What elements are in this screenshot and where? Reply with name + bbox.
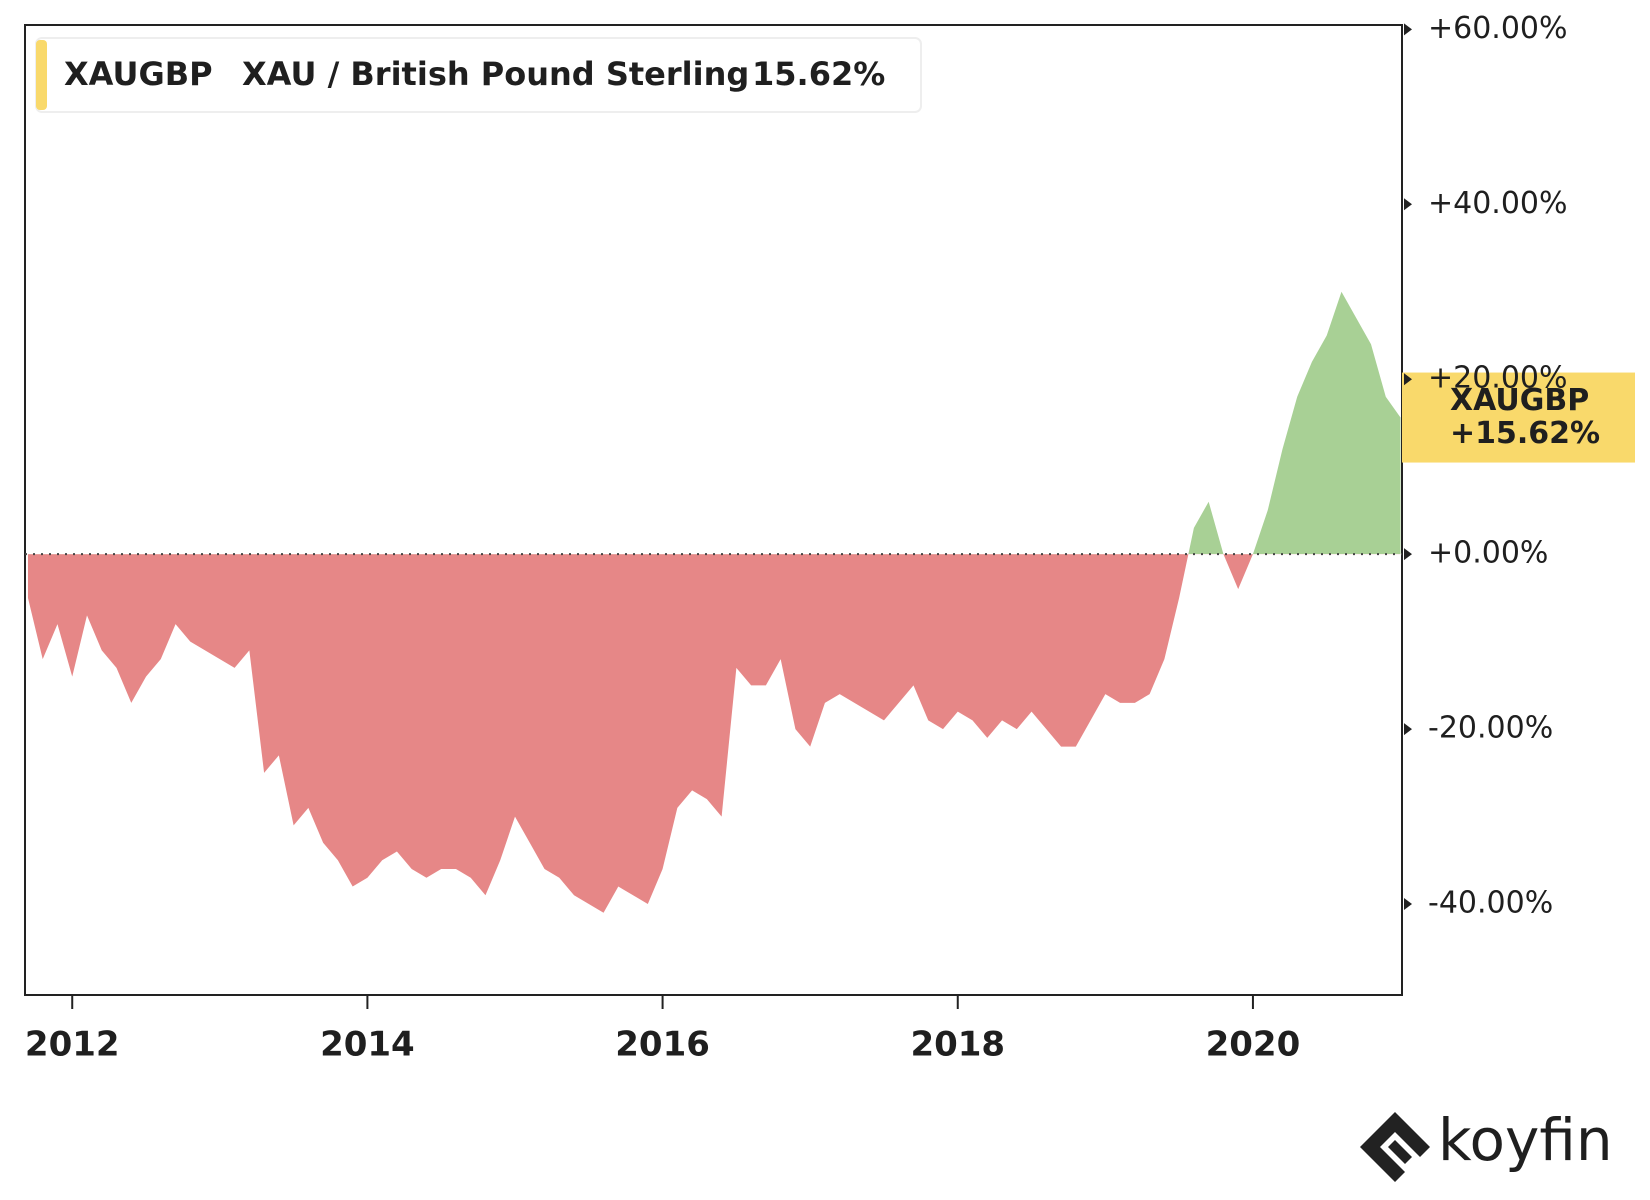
y-tick-label: +60.00% (1428, 11, 1568, 46)
logo-mark (1388, 1140, 1412, 1164)
y-tick (1404, 23, 1412, 36)
y-tick-label: -40.00% (1428, 886, 1553, 921)
legend-description: XAU / British Pound Sterling (242, 55, 749, 93)
x-tick-label: 2016 (615, 1025, 710, 1065)
y-tick-label: +40.00% (1428, 186, 1568, 221)
x-tick-label: 2012 (25, 1025, 120, 1065)
y-tick (1404, 373, 1412, 386)
y-tick (1404, 723, 1412, 736)
legend-symbol: XAUGBP (64, 55, 213, 93)
legend-swatch (36, 40, 47, 110)
y-tick-label: -20.00% (1428, 711, 1553, 746)
last-value-symbol: XAUGBP (1450, 383, 1589, 418)
brand: koyfin (1438, 1106, 1613, 1174)
y-tick (1404, 198, 1412, 211)
y-tick-label: +20.00% (1428, 361, 1568, 396)
negative-area (27, 554, 1253, 913)
positive-area (27, 291, 1401, 555)
legend-value: 15.62% (752, 55, 885, 93)
last-value-box (1402, 372, 1635, 463)
y-tick-label: +0.00% (1428, 536, 1548, 571)
x-tick-label: 2014 (320, 1025, 415, 1065)
plot-frame (24, 24, 1403, 996)
y-tick (1404, 898, 1412, 911)
last-value-label: +15.62% (1450, 416, 1600, 451)
koyfin-logo: koyfin (1360, 1106, 1613, 1182)
x-tick-label: 2020 (1206, 1025, 1301, 1065)
y-tick (1404, 548, 1412, 561)
x-tick-label: 2018 (910, 1025, 1005, 1065)
logo-mark (1360, 1112, 1430, 1182)
